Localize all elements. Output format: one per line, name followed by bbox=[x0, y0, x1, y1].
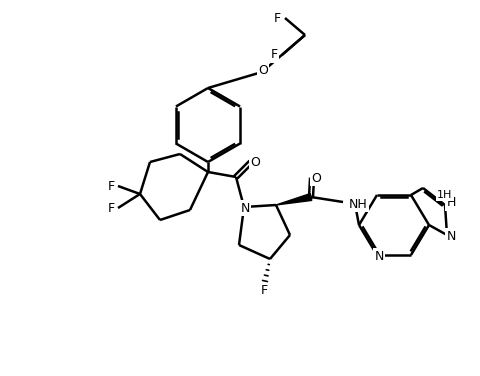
Text: F: F bbox=[270, 49, 277, 62]
Text: N: N bbox=[374, 250, 384, 262]
Text: 1H: 1H bbox=[437, 190, 453, 200]
Text: H: H bbox=[446, 197, 456, 209]
Text: F: F bbox=[108, 179, 115, 193]
Text: O: O bbox=[250, 156, 260, 168]
Text: F: F bbox=[108, 202, 115, 214]
Text: O: O bbox=[311, 171, 321, 185]
Text: F: F bbox=[274, 12, 281, 24]
Text: NH: NH bbox=[349, 197, 368, 211]
Text: O: O bbox=[258, 65, 268, 77]
Polygon shape bbox=[276, 194, 312, 205]
Text: N: N bbox=[446, 229, 456, 243]
Text: F: F bbox=[261, 285, 267, 297]
Text: N: N bbox=[240, 202, 250, 214]
